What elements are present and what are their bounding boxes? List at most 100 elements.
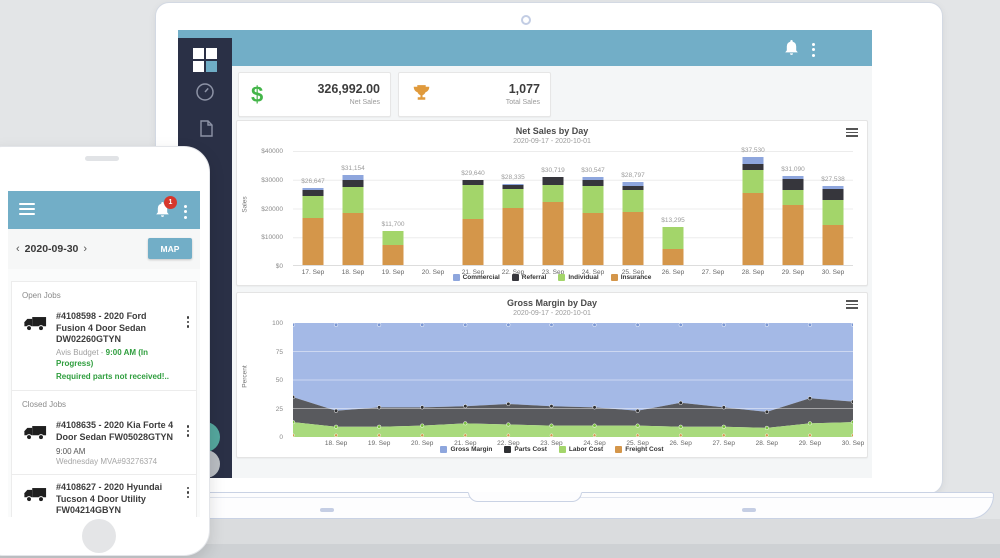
notification-badge: 1 [164, 196, 177, 209]
legend-item[interactable]: Parts Cost [504, 446, 547, 453]
kebab-icon[interactable] [186, 314, 189, 330]
axis-tick: 28. Sep [755, 440, 779, 447]
stacked-bar [502, 183, 524, 265]
phone-mockup: 1 ‹ 2020-09-30 › MAP Open Jobs #4108598 -… [0, 146, 210, 556]
legend-item[interactable]: Individual [558, 274, 599, 281]
data-point [807, 396, 812, 401]
axis-tick: $40000 [261, 148, 283, 155]
net-sales-kpi-card[interactable]: $ 326,992.00 Net Sales [238, 72, 391, 117]
bar-value-label: $26,647 [301, 178, 325, 186]
chart-subtitle: 2020-09-17 - 2020-10-01 [513, 310, 591, 317]
bar-column[interactable]: $28,797 [613, 151, 653, 265]
bar-column[interactable]: $31,154 [333, 151, 373, 265]
menu-icon[interactable] [19, 203, 35, 218]
bar-segment-individual [342, 187, 364, 214]
app-logo-icon[interactable] [193, 48, 217, 72]
legend-item[interactable]: Commercial [452, 274, 500, 281]
bar-column[interactable]: $29,640 [453, 151, 493, 265]
kebab-icon[interactable] [186, 423, 189, 439]
bar-column[interactable]: $30,719 [533, 151, 573, 265]
bar-segment-referral [822, 188, 844, 201]
data-point [721, 322, 726, 327]
bar-segment-commercial [582, 177, 604, 181]
job-item[interactable]: #4108598 - 2020 Ford Fusion 4 Door Sedan… [12, 304, 196, 390]
bar-column[interactable] [693, 151, 733, 265]
axis-tick: 0 [279, 434, 283, 441]
job-item[interactable]: #4108635 - 2020 Kia Forte 4 Door Sedan F… [12, 413, 196, 473]
data-point [463, 421, 468, 426]
legend-item[interactable]: Insurance [610, 274, 651, 281]
job-item[interactable]: #4108627 - 2020 Hyundai Tucson 4 Door Ut… [12, 475, 196, 517]
bar-value-label: $28,335 [501, 173, 525, 181]
legend-item[interactable]: Freight Cost [615, 446, 664, 453]
legend-label: Freight Cost [625, 446, 664, 453]
kebab-icon[interactable] [186, 485, 189, 501]
documents-icon[interactable] [195, 118, 215, 138]
bar-column[interactable]: $37,530 [733, 147, 773, 265]
next-day-chevron-icon[interactable]: › [83, 243, 88, 255]
legend-item[interactable]: Referral [511, 274, 546, 281]
data-point [722, 433, 726, 438]
stacked-bar [382, 231, 404, 265]
bar-value-label: $28,797 [621, 172, 645, 180]
notifications-bell-icon[interactable] [784, 39, 800, 57]
data-point [377, 405, 382, 410]
job-meta: Wednesday MVA#93276374 [56, 456, 158, 466]
axis-tick: 18. Sep [341, 269, 365, 276]
axis-tick: 29. Sep [781, 269, 805, 276]
bar-column[interactable]: $28,335 [493, 151, 533, 265]
axis-tick: 27. Sep [712, 440, 735, 447]
bar-segment-individual [382, 231, 404, 245]
chart-legend: Commercial Referral Individual Insurance [237, 274, 867, 281]
data-point [678, 322, 683, 327]
legend-item[interactable]: Gross Margin [440, 446, 492, 453]
date-label[interactable]: 2020-09-30 [24, 243, 79, 255]
legend-item[interactable]: Labor Cost [558, 446, 603, 453]
overflow-menu-icon[interactable] [184, 202, 187, 221]
data-point [377, 424, 382, 429]
bar-column[interactable]: $27,538 [813, 151, 853, 265]
data-point [549, 404, 554, 409]
bar-column[interactable]: $11,700 [373, 151, 413, 265]
total-sales-kpi-card[interactable]: 1,077 Total Sales [398, 72, 551, 117]
axis-tick: 17. Sep [301, 269, 325, 276]
legend-swatch [504, 446, 512, 453]
notifications-bell-icon[interactable]: 1 [155, 196, 177, 219]
axis-tick: 18. Sep [324, 440, 348, 447]
axis-tick: 26. Sep [661, 269, 685, 276]
date-navigator: ‹ 2020-09-30 › [16, 241, 87, 257]
data-point [850, 322, 856, 327]
stacked-bar [622, 182, 644, 265]
stacked-bar [302, 188, 324, 265]
axis-tick: 20. Sep [411, 440, 434, 447]
bar-segment-individual [822, 200, 844, 225]
bar-segment-insurance [382, 244, 404, 265]
data-point [290, 420, 296, 425]
data-point [291, 433, 295, 438]
bar-segment-insurance [342, 213, 364, 265]
kpi-value: 1,077 [508, 82, 540, 96]
bar-column[interactable] [413, 151, 453, 265]
laptop-foot [742, 508, 756, 512]
bar-column[interactable]: $13,295 [653, 151, 693, 265]
chart-legend: Gross Margin Parts Cost Labor Cost Freight … [237, 446, 867, 453]
chart-context-menu-icon[interactable] [846, 128, 858, 139]
axis-tick: 19. Sep [381, 269, 405, 276]
data-point [592, 423, 597, 428]
chart-context-menu-icon[interactable] [846, 300, 858, 311]
data-point [334, 322, 339, 327]
bar-column[interactable]: $31,090 [773, 151, 813, 265]
data-point [807, 421, 812, 426]
legend-swatch [452, 274, 460, 281]
bar-segment-referral [742, 164, 764, 171]
job-title: #4108635 - 2020 Kia Forte 4 Door Sedan F… [56, 420, 174, 443]
dashboard-app: $ 326,992.00 Net Sales 1,077 Total Sales… [178, 30, 872, 478]
bar-column[interactable]: $30,547 [573, 151, 613, 265]
overflow-menu-icon[interactable] [812, 40, 815, 59]
home-button[interactable] [82, 519, 116, 553]
bar-column[interactable]: $26,647 [293, 151, 333, 265]
dashboard-icon[interactable] [195, 82, 215, 102]
map-button[interactable]: MAP [148, 238, 192, 259]
axis-tick: $0 [275, 263, 283, 270]
prev-day-chevron-icon[interactable]: ‹ [16, 243, 20, 255]
